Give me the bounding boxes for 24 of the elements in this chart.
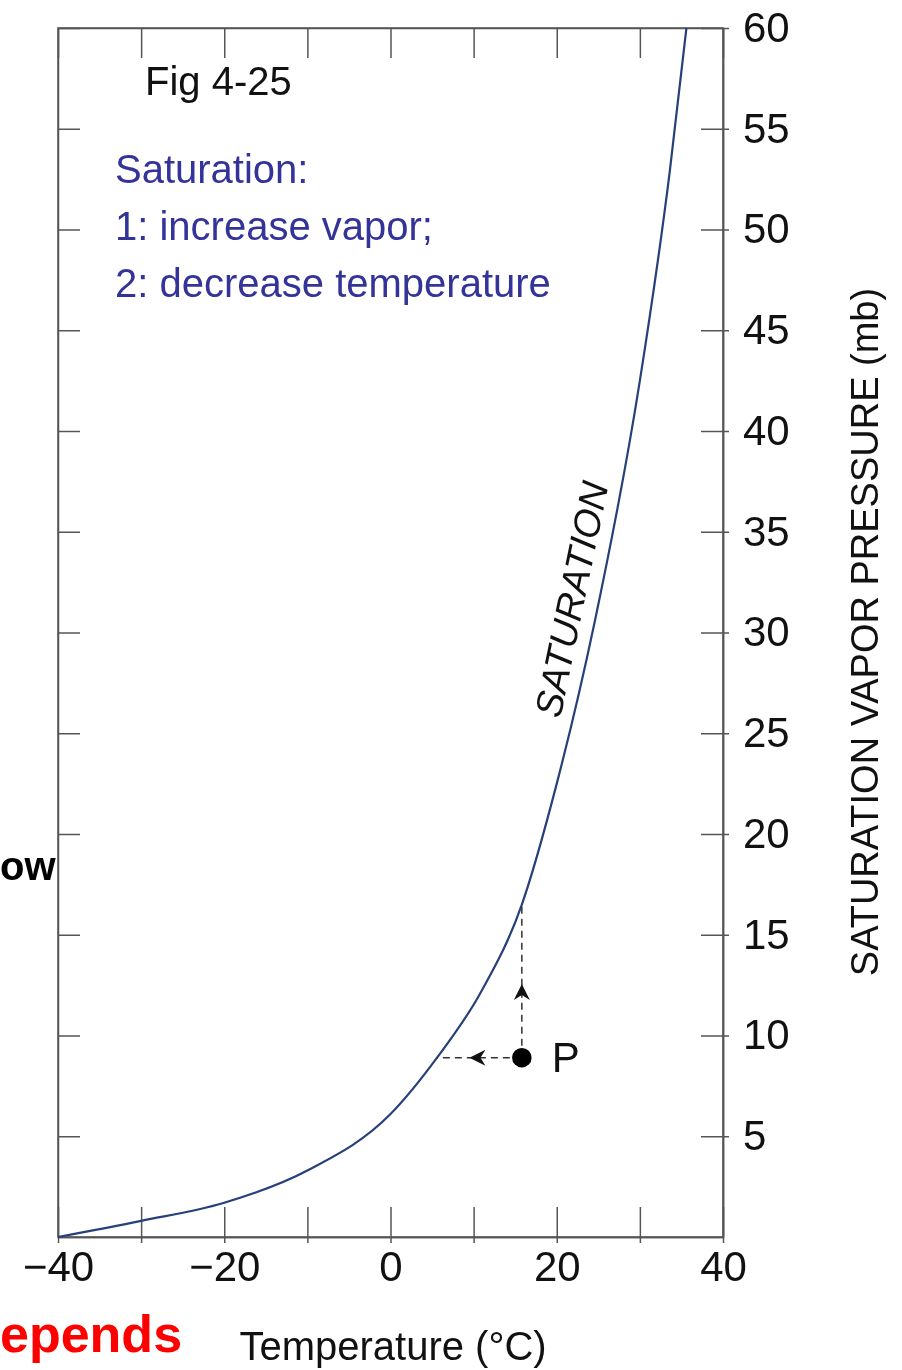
x-axis-title: Temperature (°C) (239, 1324, 547, 1368)
series-label: P (551, 1034, 580, 1082)
y-tick-label: 15 (743, 910, 790, 958)
y-tick-label: 20 (743, 809, 790, 857)
y-tick-label: 5 (743, 1112, 767, 1160)
x-tick-label: −40 (22, 1242, 95, 1290)
text: epends (0, 1305, 183, 1363)
text: ow (0, 844, 57, 888)
y-tick-label: 25 (743, 709, 790, 757)
x-tick-label: 20 (533, 1242, 581, 1290)
y-tick-label: 40 (743, 406, 790, 454)
y-tick-label: 50 (743, 205, 790, 253)
y-tick-label: 45 (743, 306, 790, 354)
annotation: Saturation: 1: increase vapor; 2: decrease temperature (115, 147, 551, 305)
y-tick-label: 55 (743, 104, 790, 152)
y-tick-label: 30 (743, 608, 790, 656)
y-tick-label: 10 (743, 1011, 790, 1059)
text: Fig 4-25 (145, 59, 292, 103)
y-axis-title: SATURATION VAPOR PRESSURE (mb) (844, 287, 886, 977)
x-tick-label: −20 (189, 1242, 261, 1290)
y-tick-label: 60 (743, 3, 790, 51)
x-tick-label: 40 (700, 1242, 747, 1290)
y-tick-label: 35 (743, 507, 790, 555)
x-tick-label: 0 (379, 1242, 403, 1290)
